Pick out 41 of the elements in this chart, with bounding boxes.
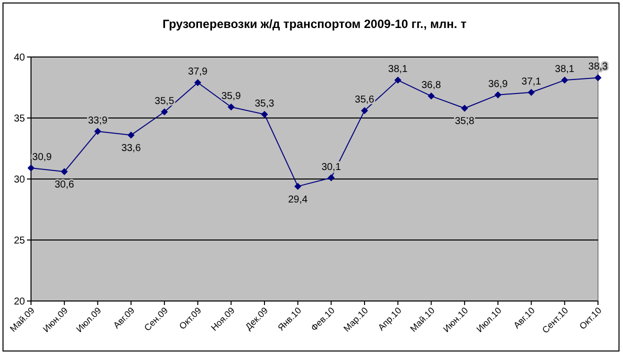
y-tick-label: 20 xyxy=(14,296,26,308)
point xyxy=(94,128,102,135)
point xyxy=(494,91,502,98)
data-label: 37,9 xyxy=(188,66,208,78)
point xyxy=(60,168,68,176)
point xyxy=(428,92,435,100)
data-label: 33,9 xyxy=(88,115,108,126)
data-label: 35,6 xyxy=(354,94,375,106)
data-label: 30,6 xyxy=(54,180,75,191)
chart-title: Грузоперевозки ж/д транспортом 2009-10 гг., млн. т xyxy=(162,17,467,31)
data-label: 29,4 xyxy=(288,194,308,206)
point xyxy=(361,107,368,114)
y-tick-label: 35 xyxy=(14,114,26,124)
data-label: 38,3 xyxy=(588,62,608,73)
data-label: 33,6 xyxy=(121,143,142,154)
data-label: 38,1 xyxy=(554,64,575,76)
data-label: 35,3 xyxy=(254,98,275,110)
data-label: 35,5 xyxy=(154,96,175,107)
point xyxy=(461,104,468,112)
point xyxy=(160,108,168,116)
point xyxy=(228,104,235,111)
point xyxy=(561,76,568,84)
point xyxy=(294,182,302,190)
point xyxy=(528,88,535,96)
y-tick-label: 30 xyxy=(14,174,26,186)
data-label: 35,9 xyxy=(221,91,242,102)
data-label: 38,1 xyxy=(388,64,408,76)
data-label: 36,8 xyxy=(422,80,442,92)
point xyxy=(128,132,135,139)
data-label: 35,8 xyxy=(454,116,475,128)
y-tick-label: 40 xyxy=(14,52,26,64)
point xyxy=(328,174,335,182)
data-label: 30,9 xyxy=(32,152,52,164)
point xyxy=(394,76,402,84)
data-label: 37,1 xyxy=(522,76,542,88)
y-tick-label: 25 xyxy=(14,236,26,246)
point xyxy=(260,110,268,118)
point xyxy=(594,74,602,82)
point xyxy=(194,79,202,86)
data-label: 36,9 xyxy=(488,78,508,90)
point xyxy=(28,164,34,172)
